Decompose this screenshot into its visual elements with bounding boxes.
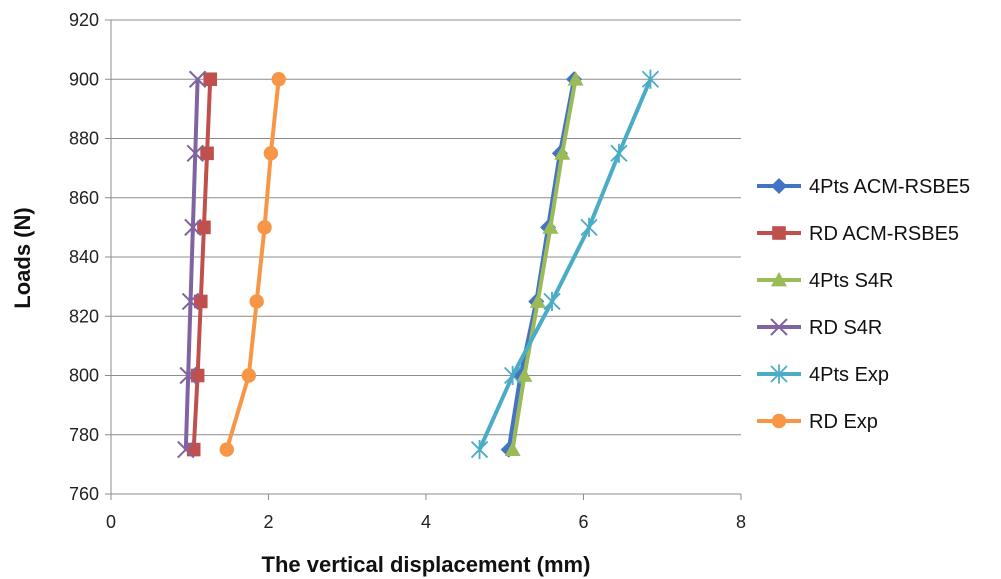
data-point-rd-exp bbox=[257, 220, 272, 235]
tick-labels: 760 780 800 820 840 860 880 900 920 0 2 4 6 8 bbox=[69, 10, 746, 532]
data-point-rd-s4r bbox=[181, 292, 200, 311]
legend-label-4pts-acm-rsbe5: 4Pts ACM-RSBE5 bbox=[809, 176, 970, 198]
y-tick-label: 820 bbox=[69, 306, 99, 326]
y-tick-label: 880 bbox=[69, 129, 99, 149]
data-point-4pts-s4r bbox=[542, 219, 559, 234]
x-tick-label: 2 bbox=[263, 512, 273, 532]
y-tick-label: 800 bbox=[69, 366, 99, 386]
data-point-rd-acm-rsbe5 bbox=[200, 146, 214, 161]
data-point-rd-exp bbox=[249, 294, 264, 309]
legend-item-4pts-acm-rsbe5: 4Pts ACM-RSBE5 bbox=[757, 176, 970, 198]
data-point-4pts-s4r bbox=[554, 145, 571, 160]
data-point-rd-s4r-stroke bbox=[179, 366, 197, 385]
series-line-rd-exp bbox=[224, 79, 281, 451]
series-4pts-s4r bbox=[504, 71, 584, 456]
legend-marker-4pts-acm-rsbe5 bbox=[771, 178, 787, 194]
data-point-rd-exp bbox=[241, 368, 257, 383]
data-point-rd-acm-rsbe5 bbox=[186, 442, 201, 457]
legend-label-rd-exp: RD Exp bbox=[809, 411, 878, 433]
data-point-rd-exp bbox=[271, 72, 286, 87]
legend-marker-rd-s4r-stroke bbox=[770, 318, 788, 336]
data-point-4pts-exp bbox=[470, 439, 489, 460]
y-tick-label: 780 bbox=[69, 425, 99, 445]
y-axis-title: Loads (N) bbox=[10, 207, 35, 308]
data-point-rd-s4r bbox=[188, 70, 207, 88]
legend-item-rd-exp: RD Exp bbox=[757, 411, 878, 433]
series-line-rd-s4r bbox=[183, 79, 200, 450]
legend-label-rd-acm-rsbe5: RD ACM-RSBE5 bbox=[809, 223, 959, 245]
data-point-4pts-s4r bbox=[529, 293, 546, 308]
data-point-rd-acm-rsbe5 bbox=[197, 220, 211, 235]
series-rd-exp bbox=[219, 72, 286, 457]
data-point-4pts-s4r bbox=[567, 71, 584, 86]
legend-marker-rd-acm-rsbe5 bbox=[772, 226, 786, 240]
y-tick-label: 860 bbox=[69, 188, 99, 208]
series-line-rd-acm-rsbe5 bbox=[191, 79, 213, 450]
legend-label-rd-s4r: RD S4R bbox=[809, 317, 882, 339]
x-tick-label: 8 bbox=[736, 512, 746, 532]
data-point-rd-exp bbox=[263, 146, 279, 161]
legend-item-rd-s4r: RD S4R bbox=[757, 317, 882, 339]
data-point-4pts-exp bbox=[503, 365, 522, 386]
data-point-rd-s4r-stroke bbox=[177, 440, 195, 459]
data-point-rd-acm-rsbe5 bbox=[203, 72, 218, 87]
legend-marker-4pts-exp bbox=[770, 364, 788, 384]
y-tick-label: 760 bbox=[69, 484, 99, 504]
series-group bbox=[177, 69, 660, 460]
data-point-4pts-s4r bbox=[504, 441, 521, 456]
x-axis-title: The vertical displacement (mm) bbox=[262, 552, 591, 577]
data-point-rd-s4r bbox=[186, 144, 204, 163]
data-point-rd-s4r-stroke bbox=[184, 218, 202, 237]
x-tick-label: 4 bbox=[421, 512, 431, 532]
legend-item-4pts-s4r: 4Pts S4R bbox=[757, 270, 893, 292]
series-4pts-exp bbox=[470, 69, 660, 460]
legend-item-rd-acm-rsbe5: RD ACM-RSBE5 bbox=[757, 223, 959, 245]
data-point-rd-s4r-stroke bbox=[186, 144, 204, 163]
data-point-rd-s4r bbox=[177, 440, 195, 459]
y-tick-label: 840 bbox=[69, 247, 99, 267]
legend-item-4pts-exp: 4Pts Exp bbox=[757, 364, 889, 386]
legend-marker-rd-s4r bbox=[770, 318, 788, 336]
x-tick-label: 6 bbox=[578, 512, 588, 532]
data-point-rd-exp bbox=[219, 442, 234, 457]
data-point-4pts-exp bbox=[641, 69, 660, 89]
data-point-4pts-exp bbox=[580, 217, 598, 237]
data-point-4pts-exp bbox=[610, 143, 628, 163]
data-point-4pts-s4r bbox=[516, 367, 533, 382]
legend-label-4pts-exp: 4Pts Exp bbox=[809, 364, 889, 386]
data-point-rd-s4r-stroke bbox=[181, 292, 200, 311]
data-point-rd-s4r-stroke bbox=[188, 70, 207, 88]
data-point-4pts-exp bbox=[543, 291, 561, 312]
legend: 4Pts ACM-RSBE5 RD ACM-RSBE5 4Pts S4R RD S4R… bbox=[757, 176, 970, 433]
series-rd-s4r bbox=[177, 70, 207, 459]
y-tick-label: 900 bbox=[69, 69, 99, 89]
axes bbox=[105, 19, 742, 500]
series-line-4pts-s4r bbox=[510, 78, 578, 450]
legend-marker-rd-exp bbox=[771, 413, 787, 429]
series-rd-acm-rsbe5 bbox=[186, 72, 218, 457]
legend-marker-4pts-s4r bbox=[771, 272, 787, 287]
data-point-rd-acm-rsbe5 bbox=[190, 368, 205, 383]
data-point-rd-s4r bbox=[184, 218, 202, 237]
gridlines bbox=[111, 19, 741, 495]
y-tick-label: 920 bbox=[69, 10, 99, 30]
data-point-rd-acm-rsbe5 bbox=[193, 294, 208, 309]
series-line-4pts-exp bbox=[477, 78, 653, 451]
x-tick-label: 0 bbox=[106, 512, 116, 532]
data-point-rd-s4r bbox=[179, 366, 197, 385]
legend-label-4pts-s4r: 4Pts S4R bbox=[809, 270, 893, 292]
